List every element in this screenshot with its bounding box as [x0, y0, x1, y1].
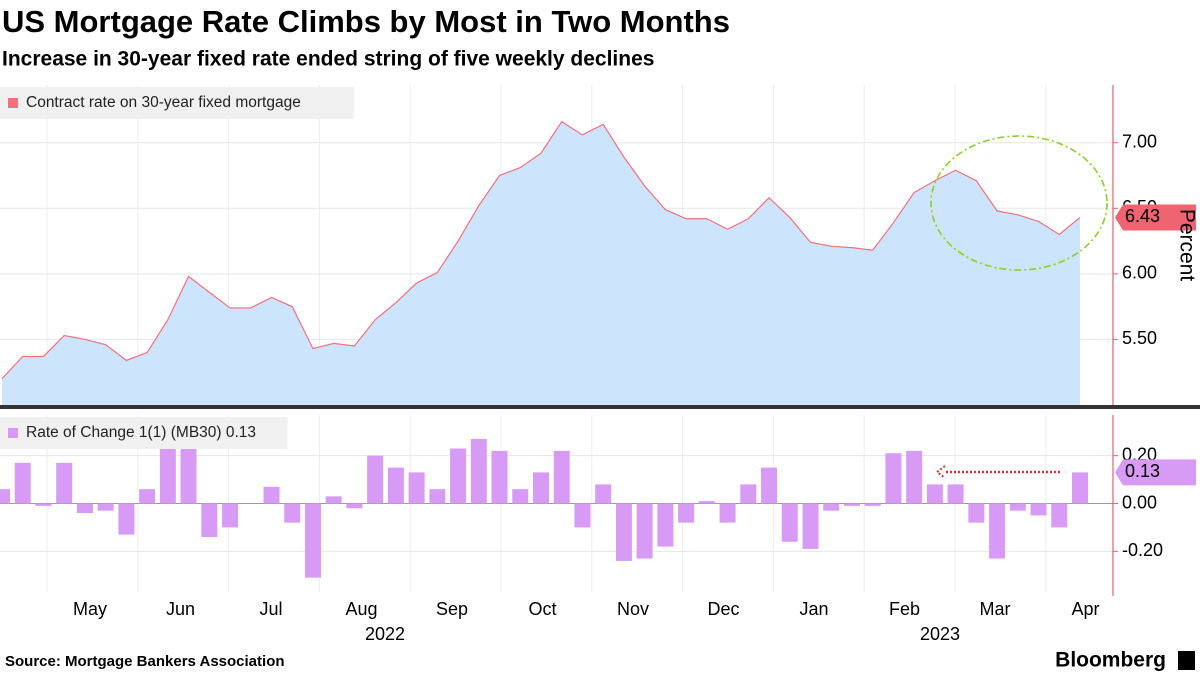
bar [781, 503, 798, 542]
x-tick-label: Apr [1071, 599, 1099, 619]
bar [553, 450, 570, 504]
bar [325, 496, 342, 504]
bar [14, 462, 31, 504]
last-value-label: 0.13 [1125, 461, 1160, 481]
bar [450, 448, 467, 504]
bar [740, 484, 757, 504]
bar [574, 503, 591, 528]
bar [678, 503, 695, 523]
bar [802, 503, 819, 549]
bar [615, 503, 632, 561]
x-tick-label: Oct [528, 599, 556, 619]
bar [180, 441, 197, 504]
bar [491, 450, 508, 504]
y-tick-label: 6.00 [1122, 263, 1157, 283]
y-axis-label: Percent [1175, 209, 1198, 282]
bar [1009, 503, 1026, 511]
bar [159, 443, 176, 504]
legend-label: Contract rate on 30-year fixed mortgage [26, 94, 301, 111]
x-tick-label: Aug [345, 599, 377, 619]
bar [35, 503, 52, 506]
x-tick-label: Nov [617, 599, 649, 619]
x-tick-label: Jul [259, 599, 282, 619]
bar [512, 489, 529, 504]
highlight-ellipse [930, 135, 1108, 271]
last-value-tag [1115, 204, 1196, 231]
bar [719, 503, 736, 523]
last-value-tag [1115, 459, 1196, 486]
x-tick-label: May [73, 599, 107, 619]
legend-box [0, 87, 354, 119]
x-tick-label: Jan [799, 599, 828, 619]
legend-label: Rate of Change 1(1) (MB30) 0.13 [26, 424, 256, 441]
bar [989, 503, 1006, 559]
bar [56, 462, 73, 504]
x-tick-label: Feb [889, 599, 920, 619]
x-tick-label: Sep [436, 599, 468, 619]
bar [657, 503, 674, 547]
panel-divider [0, 405, 1200, 409]
bar [97, 503, 114, 511]
bar [304, 503, 321, 578]
brand-icon [1178, 651, 1195, 670]
bar [823, 503, 840, 511]
bar [284, 503, 301, 523]
brand: Bloomberg [1055, 649, 1166, 672]
bar [470, 438, 487, 504]
bar [843, 503, 860, 506]
bar [947, 484, 964, 504]
x-tick-label: Mar [980, 599, 1011, 619]
bar [761, 467, 778, 504]
y-tick-label: 5.50 [1122, 328, 1157, 348]
area [2, 121, 1080, 405]
y-tick-label: 0.00 [1122, 492, 1157, 512]
bar [429, 489, 446, 504]
bar [1051, 503, 1068, 528]
chart-subtitle: Increase in 30-year fixed rate ended str… [2, 48, 654, 71]
bar [533, 472, 549, 504]
bar [0, 489, 10, 504]
bar [1030, 503, 1047, 516]
bar [968, 503, 985, 523]
bar [222, 503, 239, 528]
bar [906, 450, 923, 504]
bar [263, 486, 280, 504]
bar [636, 503, 653, 559]
y-tick-label: 7.00 [1122, 131, 1157, 151]
bar [864, 503, 881, 506]
y-tick-label: -0.20 [1122, 540, 1163, 560]
bar [76, 503, 93, 514]
bar [367, 455, 384, 504]
x-year-label: 2022 [365, 624, 405, 644]
legend-marker [8, 98, 18, 108]
bar [926, 484, 943, 504]
last-value-label: 6.43 [1125, 206, 1160, 226]
bar [387, 467, 404, 504]
bar [885, 453, 902, 504]
bar [346, 503, 363, 509]
bar [139, 489, 156, 504]
bar [201, 503, 218, 537]
x-tick-label: Jun [166, 599, 195, 619]
legend-box [0, 417, 288, 449]
bar [118, 503, 135, 535]
source: Source: Mortgage Bankers Association [5, 653, 285, 670]
line [1, 120, 1081, 380]
bar [408, 472, 425, 504]
x-year-label: 2023 [920, 624, 960, 644]
legend-marker [8, 428, 18, 438]
bar [1072, 472, 1088, 504]
bar [698, 501, 715, 504]
annotation-arrowhead [935, 465, 946, 479]
x-tick-label: Dec [707, 599, 739, 619]
bar [595, 484, 612, 504]
chart-title: US Mortgage Rate Climbs by Most in Two M… [2, 4, 730, 39]
